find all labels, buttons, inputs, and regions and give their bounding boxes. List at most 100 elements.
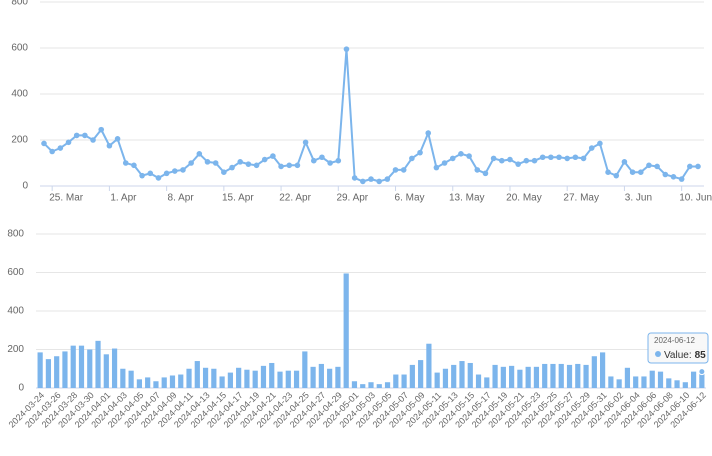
bar [310, 366, 316, 388]
bar [62, 351, 68, 388]
bar [442, 368, 449, 388]
bar [227, 372, 233, 388]
bar [153, 381, 159, 388]
bar [111, 348, 118, 388]
bar [616, 379, 622, 388]
bar [145, 377, 151, 388]
x-tick-label: 20. May [506, 193, 542, 204]
point [147, 170, 154, 177]
bar [633, 376, 639, 388]
bar [426, 343, 432, 388]
point [65, 139, 72, 146]
y-tick-label: 200 [11, 135, 28, 146]
bar [285, 370, 291, 388]
bar [401, 374, 407, 388]
point [229, 164, 235, 171]
bar [690, 371, 697, 388]
bar [161, 377, 167, 388]
bar [418, 360, 424, 388]
point [237, 159, 243, 165]
point [572, 154, 579, 161]
point [580, 155, 587, 162]
bar [558, 363, 564, 388]
bar [335, 366, 341, 388]
point [564, 155, 570, 162]
bar [376, 384, 382, 388]
point [670, 174, 677, 180]
bar [393, 374, 399, 388]
point [548, 154, 554, 161]
bar [87, 349, 93, 388]
y-tick-label: 200 [7, 344, 24, 355]
bar [608, 376, 614, 388]
point [433, 164, 440, 171]
bar [591, 356, 597, 388]
point [605, 169, 611, 175]
bar [451, 364, 457, 388]
x-tick-label: 27. May [563, 193, 599, 204]
point [376, 178, 382, 185]
tooltip-dot [655, 351, 661, 357]
x-tick-label: 29. Apr [336, 193, 368, 204]
bar [37, 352, 43, 388]
bar [236, 367, 242, 388]
point [678, 176, 685, 182]
tooltip-value: 85 [695, 350, 707, 361]
y-tick-label: 400 [11, 89, 28, 100]
bar [533, 366, 540, 388]
bar [244, 369, 250, 388]
point [621, 159, 628, 165]
x-tick-label: 15. Apr [222, 193, 254, 204]
point [294, 162, 301, 169]
bar [624, 367, 631, 388]
bar [666, 378, 672, 388]
tooltip-label: Value: [664, 350, 692, 361]
point [278, 163, 284, 170]
point [695, 163, 701, 170]
bar [699, 371, 705, 388]
bar [54, 356, 60, 388]
bar [128, 370, 134, 388]
y-tick-label: 0 [22, 181, 28, 192]
point [392, 167, 399, 173]
bar [682, 382, 688, 388]
point [106, 142, 113, 149]
point [270, 153, 276, 159]
bar [409, 364, 415, 388]
point [515, 161, 521, 167]
point [114, 136, 121, 142]
bar [351, 381, 358, 388]
x-tick-label: 6. May [395, 193, 425, 204]
point [261, 156, 268, 163]
point [319, 154, 325, 161]
point [41, 140, 47, 147]
point [302, 139, 309, 146]
bar [641, 376, 647, 388]
bar [136, 379, 142, 388]
bar [260, 365, 267, 388]
tooltip-box [647, 332, 709, 364]
point [368, 176, 374, 182]
bar [583, 364, 589, 388]
point [637, 169, 644, 175]
bar [95, 340, 101, 388]
point [597, 140, 603, 147]
point [131, 162, 137, 169]
point [122, 160, 129, 166]
bar [600, 352, 606, 388]
bar [500, 366, 506, 388]
point [466, 153, 472, 159]
point [474, 167, 481, 173]
bar [302, 351, 308, 388]
bar [211, 368, 217, 388]
point [286, 162, 293, 169]
point [523, 157, 530, 164]
point [172, 168, 178, 174]
point [343, 46, 350, 52]
line-series [43, 49, 698, 183]
bar [475, 374, 482, 388]
y-tick-label: 400 [7, 306, 24, 317]
bar [657, 371, 664, 388]
bar [318, 363, 324, 388]
